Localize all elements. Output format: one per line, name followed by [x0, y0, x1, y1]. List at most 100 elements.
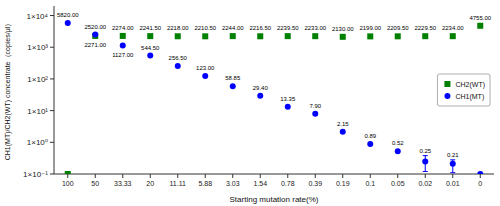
x-tick [150, 174, 151, 178]
point [340, 129, 346, 135]
x-tick-label: 0.01 [446, 180, 460, 187]
point [202, 33, 208, 39]
point [367, 33, 373, 39]
series-1 [65, 20, 484, 174]
data-label: 7.90 [309, 103, 321, 109]
data-label: 2234.00 [442, 25, 464, 31]
point [312, 111, 318, 117]
x-tick-label: 0.78 [281, 180, 295, 187]
data-label: 0.52 [392, 140, 404, 146]
y-tick [50, 78, 54, 79]
y-tick [50, 110, 54, 111]
point [422, 33, 428, 39]
point [395, 33, 401, 39]
data-label: 2216.50 [249, 25, 271, 31]
y-tick [50, 174, 54, 175]
data-labels: 2271.002274.002241.502218.002210.502244.… [57, 12, 492, 158]
data-label: 0.21 [447, 152, 459, 158]
x-tick-label: 50 [91, 180, 99, 187]
y-tick-label: 1×10⁻¹ [23, 170, 48, 179]
x-tick [205, 174, 206, 178]
y-tick-label: 1×10¹ [27, 107, 48, 116]
data-label: 2241.50 [139, 25, 161, 31]
data-label: 2229.50 [414, 25, 436, 31]
data-label: 2.15 [337, 121, 349, 127]
x-tick [260, 174, 261, 178]
point [477, 23, 483, 29]
data-label: 256.50 [169, 55, 188, 61]
data-label: 2520.00 [84, 24, 106, 30]
point [65, 20, 71, 26]
point [147, 33, 153, 39]
data-label: 0.25 [419, 148, 431, 154]
x-tick [315, 174, 316, 178]
point [175, 63, 181, 69]
point [230, 33, 236, 39]
x-tick-label: 0.39 [308, 180, 322, 187]
point [230, 83, 236, 89]
data-label: 58.85 [225, 75, 241, 81]
data-label: 2244.00 [222, 25, 244, 31]
legend-symbol [444, 93, 450, 99]
x-tick [342, 174, 343, 178]
y-tick-label: 1×10² [27, 75, 48, 84]
x-tick [232, 174, 233, 178]
series-0 [65, 23, 484, 174]
x-tick [480, 174, 481, 178]
point [450, 161, 456, 167]
y-tick [50, 15, 54, 16]
y-tick [50, 142, 54, 143]
data-label: 2274.00 [112, 25, 134, 31]
data-label: 2210.50 [194, 25, 216, 31]
x-tick-label: 1.54 [253, 180, 267, 187]
point [92, 32, 98, 38]
point [147, 53, 153, 59]
data-label: 544.50 [141, 45, 160, 51]
data-label: 0.89 [364, 133, 376, 139]
legend-box [437, 74, 490, 106]
legend-label: CH1(MT) [455, 93, 484, 101]
point [422, 158, 428, 164]
point [257, 33, 263, 39]
x-tick-label: 0.02 [418, 180, 432, 187]
x-tick-label: 100 [62, 180, 74, 187]
legend-symbol [444, 81, 450, 87]
x-tick-label: 33.33 [114, 180, 132, 187]
data-label: 2233.00 [304, 25, 326, 31]
y-axis-label: CH1(MT)/CH2(WT) concentrate（copies/μl） [4, 20, 12, 161]
x-tick-label: 20 [146, 180, 154, 187]
x-tick [95, 174, 96, 178]
point [477, 171, 483, 174]
y-tick-label: 1×10³ [27, 43, 48, 52]
data-label: 2130.00 [332, 26, 354, 32]
plot-area [65, 20, 484, 174]
data-label: 5820.00 [57, 12, 79, 18]
data-label: 13.35 [280, 96, 296, 102]
point [175, 33, 181, 39]
x-tick-label: 0 [478, 180, 482, 187]
data-label: 29.40 [253, 85, 269, 91]
x-axis-label: Starting mutation rate(%) [230, 195, 319, 204]
x-tick [287, 174, 288, 178]
x-tick [425, 174, 426, 178]
x-tick-label: 0.1 [365, 180, 375, 187]
point [285, 104, 291, 110]
data-label: 2209.50 [387, 25, 409, 31]
x-axis-line [54, 174, 494, 175]
point [120, 43, 126, 49]
point [395, 148, 401, 154]
y-tick [50, 47, 54, 48]
data-label: 1127.00 [112, 52, 134, 58]
error-bar [423, 156, 428, 172]
x-tick-label: 3.03 [226, 180, 240, 187]
data-label: 2239.50 [277, 25, 299, 31]
y-tick-label: 1×10⁰ [27, 138, 48, 147]
y-axis-line [54, 6, 55, 174]
point [340, 34, 346, 40]
point [285, 33, 291, 39]
point [65, 171, 71, 174]
data-label: 2218.00 [167, 25, 189, 31]
y-tick-label: 1×10⁴ [27, 12, 49, 21]
data-label: 123.00 [196, 65, 215, 71]
x-tick [370, 174, 371, 178]
